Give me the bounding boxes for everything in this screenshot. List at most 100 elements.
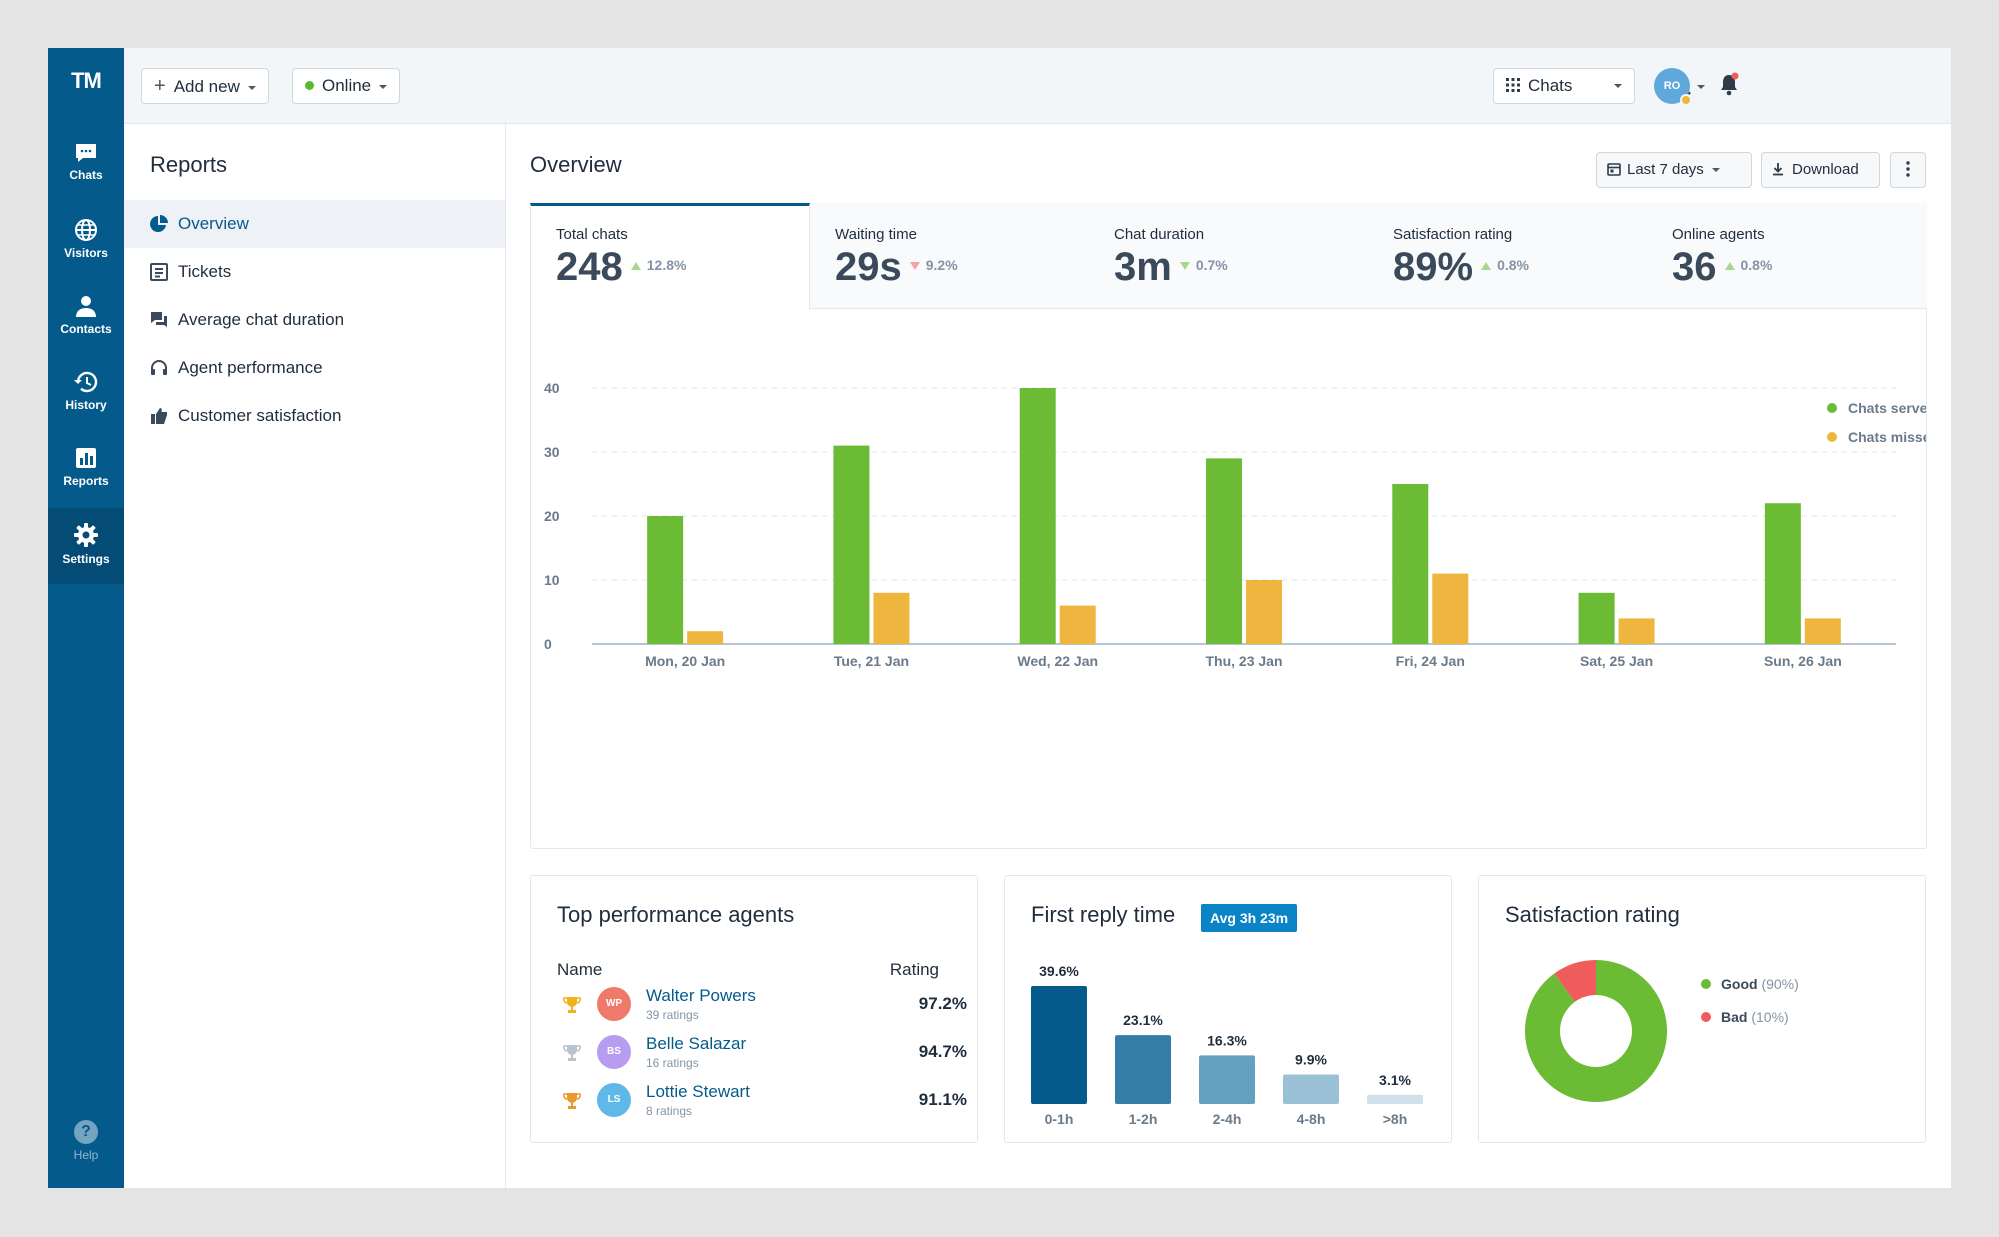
- kpi-label: Satisfaction rating: [1393, 226, 1513, 243]
- sidebar-item-average-chat-duration[interactable]: Average chat duration: [124, 296, 505, 344]
- kpi-chat-duration[interactable]: Chat duration 3m 0.7%: [1114, 226, 1228, 290]
- sidebar-item-label: Customer satisfaction: [178, 406, 342, 425]
- sidebar-item-customer-satisfaction[interactable]: Customer satisfaction: [124, 392, 505, 440]
- kpi-change-value: 9.2%: [925, 257, 958, 273]
- x-tick-label: Wed, 22 Jan: [1017, 653, 1098, 669]
- satisfaction-rating-card: Satisfaction rating Good (90%) Bad (10%): [1478, 875, 1926, 1143]
- chevron-down-icon[interactable]: [1697, 85, 1705, 89]
- kpi-change-value: 0.7%: [1195, 257, 1228, 273]
- bar-value-label: 16.3%: [1207, 1032, 1247, 1048]
- avatar: LS: [597, 1083, 631, 1117]
- x-tick-label: Fri, 24 Jan: [1396, 653, 1465, 669]
- chat-bubble-icon: [76, 144, 96, 162]
- bar-chats-missed: [1618, 618, 1655, 644]
- sidebar-item-label: Average chat duration: [178, 310, 345, 329]
- nav-item-visitors[interactable]: Visitors: [48, 204, 124, 280]
- x-tick-label: 2-4h: [1213, 1111, 1242, 1127]
- thumbs-up-icon: [151, 408, 167, 424]
- download-label: Download: [1792, 161, 1859, 178]
- legend-label: Chats missed: [1848, 429, 1926, 445]
- reply-time-bar: [1199, 1055, 1255, 1104]
- notifications-bell-icon[interactable]: [1718, 72, 1740, 96]
- nav-item-chats[interactable]: Chats: [48, 128, 124, 204]
- satisfaction-donut-chart: [1525, 960, 1667, 1102]
- bar-chats-missed: [1059, 605, 1096, 644]
- trophy-icon: [563, 997, 581, 1013]
- bar-chats-served: [1764, 503, 1801, 644]
- agent-ratings-count: 39 ratings: [646, 1008, 699, 1022]
- legend-bad: Bad (10%): [1701, 1009, 1789, 1025]
- headset-icon: [151, 360, 167, 375]
- bar-chats-missed: [1246, 580, 1282, 644]
- legend-label: Good: [1721, 976, 1758, 992]
- reply-time-bar: [1283, 1074, 1339, 1104]
- nav-item-label: Settings: [62, 552, 110, 566]
- app-window: TM Chats Visitors Contacts History Repor…: [48, 48, 1951, 1188]
- legend-percent: (90%): [1761, 976, 1799, 992]
- sidebar-item-tickets[interactable]: Tickets: [124, 248, 505, 296]
- chevron-down-icon: [1614, 84, 1622, 88]
- trend-up-icon: [1481, 262, 1492, 270]
- app-logo[interactable]: TM: [71, 68, 102, 93]
- trend-down-icon: [909, 262, 920, 270]
- trend-down-icon: [1179, 262, 1190, 270]
- agent-rating: 97.2%: [918, 994, 967, 1013]
- nav-item-history[interactable]: History: [48, 356, 124, 432]
- agent-name[interactable]: Lottie Stewart: [646, 1082, 750, 1101]
- globe-icon: [75, 219, 97, 241]
- sidebar-item-label: Agent performance: [178, 358, 323, 377]
- agent-row[interactable]: BS Belle Salazar 16 ratings 94.7%: [557, 1032, 967, 1074]
- kpi-value: 36: [1672, 245, 1717, 289]
- y-tick-label: 40: [544, 380, 560, 396]
- nav-item-help[interactable]: ? Help: [48, 1120, 124, 1162]
- add-new-button[interactable]: + Add new: [141, 68, 269, 104]
- sidebar-item-agent-performance[interactable]: Agent performance: [124, 344, 505, 392]
- bar-chats-served: [1206, 458, 1242, 644]
- nav-item-settings[interactable]: Settings: [48, 508, 124, 584]
- download-button[interactable]: Download: [1761, 152, 1880, 188]
- status-dropdown[interactable]: Online: [292, 68, 401, 104]
- bar-chats-missed: [687, 631, 724, 644]
- kpi-online-agents[interactable]: Online agents 36 0.8%: [1672, 226, 1772, 290]
- agent-ratings-count: 8 ratings: [646, 1104, 693, 1118]
- column-header-rating: Rating: [889, 960, 939, 979]
- app-switcher-dropdown[interactable]: Chats: [1493, 68, 1635, 104]
- kpi-waiting-time[interactable]: Waiting time 29s 9.2%: [835, 226, 958, 290]
- agent-rating: 91.1%: [918, 1090, 967, 1109]
- legend-dot: [1701, 1012, 1711, 1022]
- kpi-change: 0.8%: [1724, 257, 1772, 273]
- agent-name[interactable]: Walter Powers: [646, 986, 756, 1005]
- bar-chats-served: [647, 516, 684, 644]
- user-status-dot: [1680, 94, 1692, 106]
- bar-chats-missed: [1432, 573, 1469, 644]
- kpi-value: 248: [556, 245, 623, 289]
- legend-dot: [1827, 403, 1837, 413]
- help-icon: ?: [74, 1120, 98, 1144]
- agent-row[interactable]: LS Lottie Stewart 8 ratings 91.1%: [557, 1080, 967, 1122]
- more-options-button[interactable]: [1890, 152, 1926, 188]
- nav-item-reports[interactable]: Reports: [48, 432, 124, 508]
- date-range-dropdown[interactable]: Last 7 days: [1596, 152, 1752, 188]
- agent-row[interactable]: WP Walter Powers 39 ratings 97.2%: [557, 984, 967, 1026]
- nav-item-label: Chats: [69, 168, 103, 182]
- kpi-value: 3m: [1114, 245, 1172, 289]
- agent-ratings-count: 16 ratings: [646, 1056, 699, 1070]
- kpi-satisfaction-rating[interactable]: Satisfaction rating 89% 0.8%: [1393, 226, 1529, 290]
- sidebar-item-overview[interactable]: Overview: [124, 200, 505, 248]
- kpi-total-chats[interactable]: Total chats 248 12.8%: [556, 226, 686, 290]
- nav-item-contacts[interactable]: Contacts: [48, 280, 124, 356]
- top-agents-card: Top performance agents Name Rating WP Wa…: [530, 875, 978, 1143]
- card-title: Top performance agents: [557, 902, 795, 927]
- chats-bar-chart: 0 10 20 30 40 Mon, 20 Jan Tue, 21 Jan Wed, 22 J…: [544, 380, 1926, 669]
- nav-item-label: Contacts: [60, 322, 112, 336]
- legend-dot: [1701, 979, 1711, 989]
- bar-chats-served: [833, 445, 870, 644]
- agent-name[interactable]: Belle Salazar: [646, 1034, 747, 1053]
- x-tick-label: Sun, 26 Jan: [1764, 653, 1842, 669]
- x-tick-label: >8h: [1383, 1111, 1408, 1127]
- user-avatar[interactable]: RO: [1654, 68, 1692, 106]
- kpi-change: 0.8%: [1481, 257, 1529, 273]
- trophy-icon: [563, 1093, 581, 1109]
- kpi-tab-total-chats[interactable]: [530, 203, 810, 309]
- status-label: Online: [322, 76, 372, 95]
